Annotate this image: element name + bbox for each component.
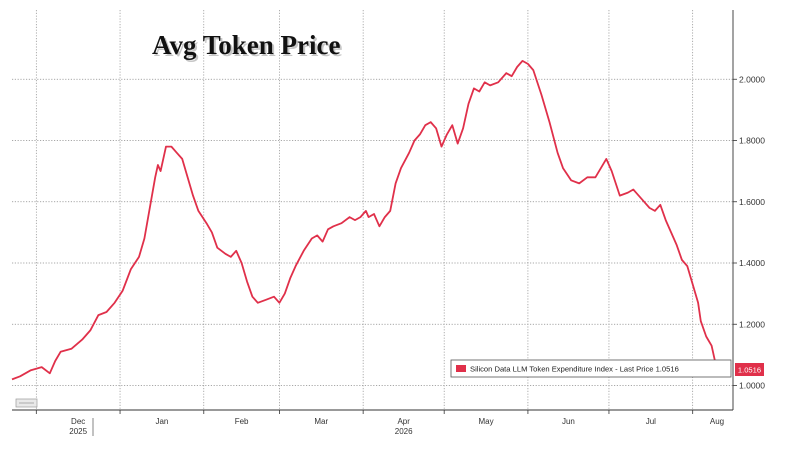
x-tick-label: Mar <box>314 417 328 426</box>
series-line <box>11 60 718 381</box>
chart-title: Avg Token Price <box>152 30 341 60</box>
x-year-label: 2025 <box>69 427 87 436</box>
legend-swatch <box>456 365 466 372</box>
y-tick-label: 1.6000 <box>739 197 765 207</box>
x-tick-label: May <box>478 417 493 426</box>
series-layer <box>11 60 718 381</box>
y-tick-label: 1.2000 <box>739 319 765 329</box>
y-tick-label: 1.0000 <box>739 381 765 391</box>
x-tick-label: Jul <box>646 417 656 426</box>
y-tick-label: 2.0000 <box>739 74 765 84</box>
x-axis-ticks: Dec Jan Feb Mar Apr May Jun Jul Aug 2025 2026 <box>35 410 724 436</box>
x-tick-label: Dec <box>71 417 85 426</box>
legend-label: Silicon Data LLM Token Expenditure Index… <box>470 365 679 374</box>
x-tick-label: Jun <box>562 417 575 426</box>
x-tick-label: Feb <box>235 417 249 426</box>
y-tick-label: 1.8000 <box>739 136 765 146</box>
y-tick-label: 1.4000 <box>739 258 765 268</box>
x-tick-label: Jan <box>155 417 168 426</box>
axes <box>12 10 734 411</box>
last-price-badge: 1.0516 <box>735 363 764 376</box>
last-price-label: 1.0516 <box>738 366 761 375</box>
x-tick-label: Apr <box>397 417 410 426</box>
x-year-label: 2026 <box>395 427 413 436</box>
y-axis-ticks: 1.0000 1.2000 1.4000 1.6000 1.8000 2.0000 <box>733 74 765 391</box>
grid-lines <box>12 10 733 410</box>
legend: Silicon Data LLM Token Expenditure Index… <box>450 359 732 378</box>
chart-title-shadow: Avg Token Price <box>154 32 343 62</box>
legend-box <box>450 359 732 378</box>
zoom-control[interactable] <box>15 398 38 408</box>
x-tick-label: Aug <box>710 417 724 426</box>
last-price-badge-bg <box>735 363 764 376</box>
